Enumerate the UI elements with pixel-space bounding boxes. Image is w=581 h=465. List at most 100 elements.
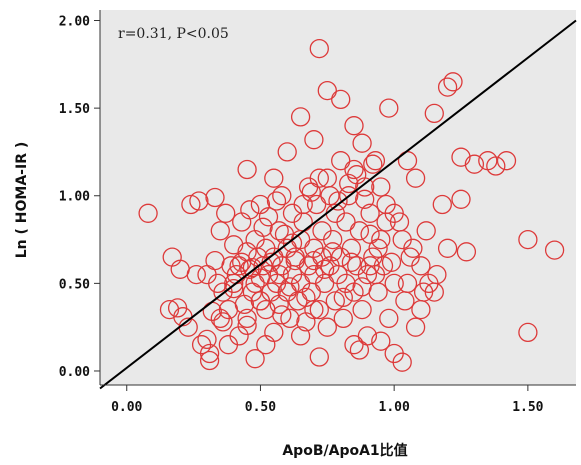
data-point	[403, 238, 423, 258]
data-point	[237, 315, 257, 336]
y-tick-label: 0.00	[59, 365, 90, 380]
data-point	[328, 191, 348, 211]
data-point	[424, 103, 444, 124]
data-points	[138, 38, 565, 372]
data-point	[280, 277, 300, 297]
data-point	[199, 343, 220, 364]
data-point	[285, 250, 305, 271]
data-point	[360, 256, 380, 276]
data-point	[486, 156, 506, 176]
data-point	[397, 273, 418, 294]
data-point	[413, 282, 434, 302]
x-axis-title: ApoB/ApoA1比值	[282, 442, 407, 459]
fit-line	[99, 19, 577, 390]
data-point	[347, 165, 367, 185]
data-point	[416, 221, 436, 241]
y-axis-title: Ln ( HOMA-IR )	[14, 142, 30, 259]
data-point	[392, 352, 412, 372]
data-point	[341, 238, 362, 258]
data-point	[371, 331, 391, 351]
data-point	[208, 273, 228, 294]
y-tick-label: 2.00	[59, 15, 90, 30]
data-point	[245, 349, 265, 369]
data-point	[379, 308, 399, 329]
y-tick-label: 1.00	[59, 190, 90, 205]
data-point	[290, 326, 311, 346]
data-point	[224, 235, 244, 255]
data-point	[221, 256, 241, 276]
data-point	[317, 317, 337, 337]
data-point	[269, 221, 289, 241]
data-point	[272, 186, 292, 206]
data-point	[240, 200, 260, 220]
data-point	[309, 299, 329, 320]
data-point	[272, 305, 292, 325]
data-point	[245, 273, 265, 294]
data-point	[309, 38, 329, 59]
data-point	[290, 107, 311, 127]
data-point	[451, 189, 471, 209]
x-tick-label: 0.00	[111, 400, 142, 415]
data-point	[138, 203, 158, 223]
data-point	[256, 335, 276, 355]
data-point	[266, 191, 287, 211]
data-point	[518, 229, 538, 250]
data-point	[344, 159, 364, 180]
data-point	[325, 291, 345, 311]
data-point	[306, 194, 327, 215]
data-point	[237, 159, 257, 180]
data-point	[253, 217, 273, 237]
data-point	[363, 154, 383, 174]
data-point	[264, 168, 284, 188]
data-point	[258, 207, 279, 227]
data-point	[218, 335, 239, 355]
data-point	[437, 238, 458, 258]
data-point	[352, 299, 372, 320]
data-point	[331, 89, 351, 110]
data-point	[304, 250, 324, 271]
data-point	[189, 191, 209, 211]
data-point	[269, 264, 289, 285]
data-point	[186, 264, 206, 285]
data-point	[216, 203, 236, 223]
data-point	[443, 72, 463, 92]
data-point	[242, 257, 263, 278]
data-point	[365, 151, 386, 171]
data-point	[371, 229, 391, 250]
data-point	[381, 252, 402, 272]
data-point	[250, 291, 271, 311]
data-point	[296, 287, 316, 308]
y-tick-label: 1.50	[59, 102, 90, 117]
data-point	[280, 308, 300, 329]
data-point	[323, 242, 343, 262]
data-point	[464, 154, 485, 174]
data-point	[437, 77, 458, 97]
data-point	[237, 308, 257, 329]
data-point	[349, 221, 370, 241]
data-point	[317, 80, 337, 101]
data-point	[368, 238, 388, 258]
data-point	[277, 142, 297, 162]
data-point	[333, 308, 353, 329]
data-point	[384, 273, 404, 294]
data-point	[352, 277, 372, 297]
data-point	[205, 187, 225, 208]
data-point	[339, 186, 359, 206]
data-point	[405, 168, 426, 188]
data-point	[309, 168, 329, 188]
data-point	[159, 299, 180, 320]
data-point	[285, 247, 305, 267]
data-point	[199, 350, 220, 371]
data-point	[355, 189, 375, 209]
data-point	[496, 151, 517, 171]
stat-annotation: r=0.31, P<0.05	[118, 26, 229, 42]
data-point	[432, 194, 452, 215]
data-point	[360, 203, 380, 223]
data-point	[344, 335, 364, 355]
data-point	[456, 242, 477, 262]
plot-area	[100, 10, 576, 385]
x-tick-label: 1.50	[512, 400, 543, 415]
y-tick-label: 0.50	[59, 277, 90, 292]
x-tick-label: 1.00	[379, 400, 410, 415]
